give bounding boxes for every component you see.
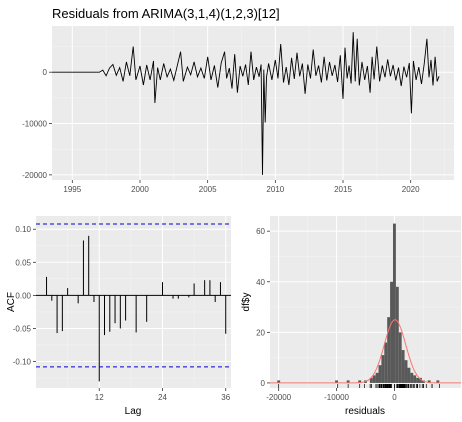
histogram-bar bbox=[395, 286, 399, 383]
histogram-bar bbox=[381, 355, 385, 383]
acf-x-label: Lag bbox=[125, 406, 142, 417]
residuals-rug bbox=[278, 384, 440, 388]
histogram-axis-ticks: 0 20 40 60 -20000 -10000 0 bbox=[256, 227, 397, 402]
histogram-bar bbox=[419, 377, 422, 383]
acf-panel: -0.10 -0.05 0.00 0.05 0.10 12 24 36 Lag ACF bbox=[6, 216, 231, 417]
histogram-y-tick-label: 40 bbox=[256, 278, 265, 287]
acf-y-tick-label: -0.05 bbox=[13, 324, 32, 333]
acf-bars bbox=[36, 223, 231, 382]
histogram-x-tick-label: -10000 bbox=[324, 393, 349, 402]
histogram-bar bbox=[421, 380, 425, 383]
acf-y-tick-label: 0.10 bbox=[15, 225, 31, 234]
histogram-bar bbox=[384, 342, 388, 383]
acf-y-label: ACF bbox=[6, 292, 17, 312]
histogram-bar bbox=[358, 380, 362, 383]
residuals-x-tick-label: 2000 bbox=[131, 185, 149, 194]
acf-x-tick-label: 12 bbox=[95, 393, 104, 402]
normal-density-curve bbox=[270, 319, 461, 384]
histogram-x-label: residuals bbox=[345, 406, 385, 417]
residuals-title: Residuals from ARIMA(3,1,4)(1,2,3)[12] bbox=[52, 6, 280, 21]
residuals-x-tick-label: 1995 bbox=[63, 185, 81, 194]
histogram-y-label: df$y bbox=[241, 293, 252, 312]
histogram-y-tick-label: 0 bbox=[261, 379, 266, 388]
histogram-bar bbox=[436, 380, 440, 383]
residuals-panel: Residuals from ARIMA(3,1,4)(1,2,3)[12] -… bbox=[22, 6, 454, 194]
histogram-bar bbox=[387, 317, 391, 383]
histogram-bar bbox=[277, 380, 281, 383]
histogram-bar bbox=[378, 365, 382, 383]
residuals-y-tick-label: -10000 bbox=[22, 120, 47, 129]
residuals-series-line bbox=[52, 32, 440, 175]
histogram-bar bbox=[407, 367, 411, 383]
histogram-x-tick-label: 0 bbox=[392, 393, 397, 402]
histogram-bar bbox=[346, 380, 350, 383]
histogram-bar bbox=[404, 360, 408, 383]
histogram-bar bbox=[372, 375, 376, 383]
histogram-x-tick-label: -20000 bbox=[266, 393, 291, 402]
residuals-x-tick-label: 2005 bbox=[199, 185, 217, 194]
histogram-y-tick-label: 20 bbox=[256, 328, 265, 337]
histogram-y-tick-label: 60 bbox=[256, 227, 265, 236]
residuals-x-tick-label: 2015 bbox=[334, 185, 352, 194]
histogram-panel: 0 20 40 60 -20000 -10000 0 residuals df$y bbox=[241, 216, 461, 417]
acf-x-tick-label: 24 bbox=[158, 393, 167, 402]
residuals-y-tick-label: -20000 bbox=[22, 171, 47, 180]
residuals-axis-ticks: -20000 -10000 0 1995 2000 2005 2010 2015 2020 bbox=[22, 68, 420, 194]
histogram-bar bbox=[390, 281, 393, 383]
histogram-bar bbox=[375, 372, 379, 383]
residuals-x-tick-label: 2020 bbox=[402, 185, 420, 194]
acf-axis-ticks: -0.10 -0.05 0.00 0.05 0.10 12 24 36 bbox=[13, 225, 231, 402]
residuals-plot-background bbox=[52, 26, 454, 180]
acf-y-tick-label: 0.05 bbox=[15, 258, 31, 267]
residuals-y-tick-label: 0 bbox=[43, 68, 48, 77]
histogram-bar bbox=[401, 350, 405, 383]
histogram-bar bbox=[416, 377, 420, 383]
acf-y-tick-label: 0.00 bbox=[15, 291, 31, 300]
acf-y-tick-label: -0.10 bbox=[13, 358, 32, 367]
histogram-bar bbox=[398, 332, 402, 383]
histogram-bar bbox=[413, 375, 417, 383]
histogram-bars bbox=[277, 223, 440, 383]
acf-x-tick-label: 36 bbox=[221, 393, 230, 402]
histogram-bar bbox=[392, 223, 396, 383]
histogram-bar bbox=[369, 377, 373, 383]
histogram-bar bbox=[427, 380, 431, 383]
histogram-bar bbox=[335, 380, 339, 383]
acf-plot-background bbox=[36, 216, 231, 388]
histogram-bar bbox=[410, 372, 414, 383]
residuals-x-tick-label: 2010 bbox=[266, 185, 284, 194]
